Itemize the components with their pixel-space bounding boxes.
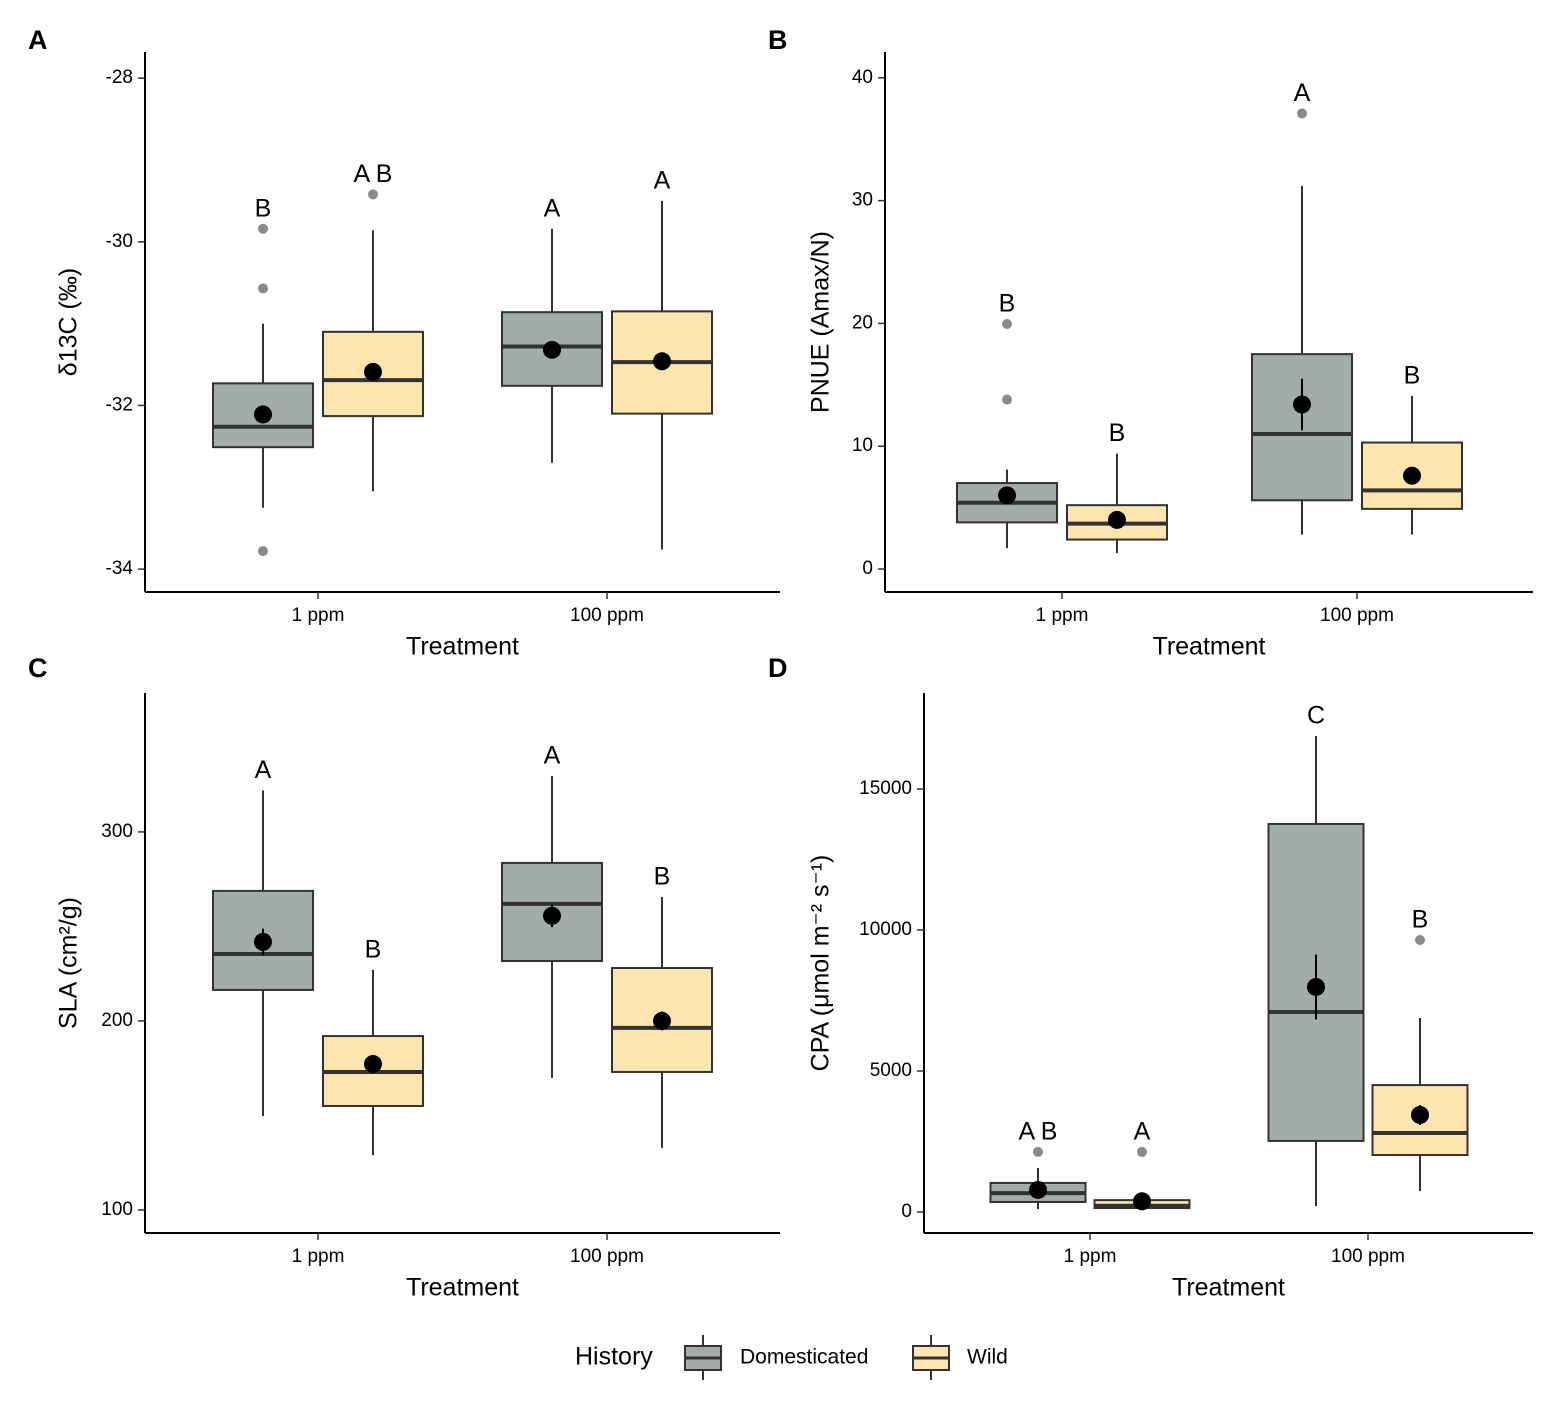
mean [1133,1192,1151,1211]
x-tick-label: 100 ppm [570,605,644,626]
y-tick-label: -30 [106,231,133,252]
y-axis-label: CPA (μmol m⁻² s⁻¹) [807,855,835,1072]
outlier [1002,319,1012,330]
mean [1029,1180,1047,1199]
outlier [1002,394,1012,405]
outlier [258,546,268,557]
panel-label: C [28,653,48,683]
group-letter: A [1294,79,1311,107]
y-axis-label: δ13C (‰) [55,268,83,376]
mean [364,362,382,381]
mean [254,405,272,424]
mean [1403,466,1421,485]
group-letter: A [255,756,272,784]
group-letter: A [654,167,671,195]
panel-label: B [768,25,788,55]
y-tick-label: 40 [852,67,873,88]
outlier [1297,108,1307,119]
x-axis-label: Treatment [1172,1274,1285,1302]
outlier [258,283,268,294]
x-tick-label: 1 ppm [292,1246,345,1267]
x-axis-label: Treatment [1152,633,1265,661]
outlier [1415,935,1425,946]
mean [653,1011,671,1030]
legend-label: Domesticated [740,1346,868,1369]
group-letter: A [544,194,561,222]
mean [543,340,561,359]
group-letter: B [999,290,1016,318]
x-axis-label: Treatment [406,1274,519,1302]
y-tick-label: 5000 [870,1060,912,1081]
panel-label: A [28,25,48,55]
mean [1307,977,1325,996]
x-axis-label: Treatment [406,633,519,661]
x-tick-label: 1 ppm [1036,605,1089,626]
x-tick-label: 100 ppm [570,1246,644,1267]
y-tick-label: 20 [852,312,873,333]
y-axis-label: SLA (cm²/g) [55,897,83,1029]
x-tick-label: 1 ppm [1064,1246,1117,1267]
box [1251,353,1353,502]
group-letter: B [1404,361,1421,389]
outlier [1033,1146,1043,1157]
outlier [368,189,378,200]
y-tick-label: 100 [101,1199,133,1220]
y-tick-label: 10000 [859,919,912,940]
group-letter: B [365,936,382,964]
y-tick-label: 15000 [859,778,912,799]
y-tick-label: 300 [101,821,133,842]
mean [653,352,671,371]
outlier [258,223,268,234]
group-letter: B [255,194,272,222]
x-tick-label: 100 ppm [1331,1246,1405,1267]
y-tick-label: 200 [101,1010,133,1031]
legend-title: History [575,1343,653,1371]
outlier [1137,1146,1147,1157]
y-tick-label: -32 [106,394,133,415]
group-letter: C [1307,702,1325,730]
y-tick-label: 0 [901,1201,912,1222]
mean [1108,510,1126,529]
y-tick-label: 0 [862,558,873,579]
y-tick-label: -28 [106,67,133,88]
x-tick-label: 100 ppm [1320,605,1394,626]
mean [364,1055,382,1074]
y-axis-label: PNUE (Amax/N) [807,231,835,413]
x-tick-label: 1 ppm [292,605,345,626]
group-letter: A [544,742,561,770]
mean [998,486,1016,505]
legend-label: Wild [967,1346,1008,1369]
group-letter: B [654,863,671,891]
y-tick-label: -34 [106,558,134,579]
group-letter: A B [1019,1118,1058,1146]
mean [1411,1105,1429,1124]
y-tick-label: 10 [852,435,873,456]
mean [254,932,272,951]
panel-label: D [768,653,788,683]
group-letter: B [1109,419,1126,447]
y-tick-label: 30 [852,190,873,211]
group-letter: A B [354,160,393,188]
mean [1293,395,1311,414]
mean [543,906,561,925]
group-letter: B [1412,906,1429,934]
group-letter: A [1134,1118,1151,1146]
